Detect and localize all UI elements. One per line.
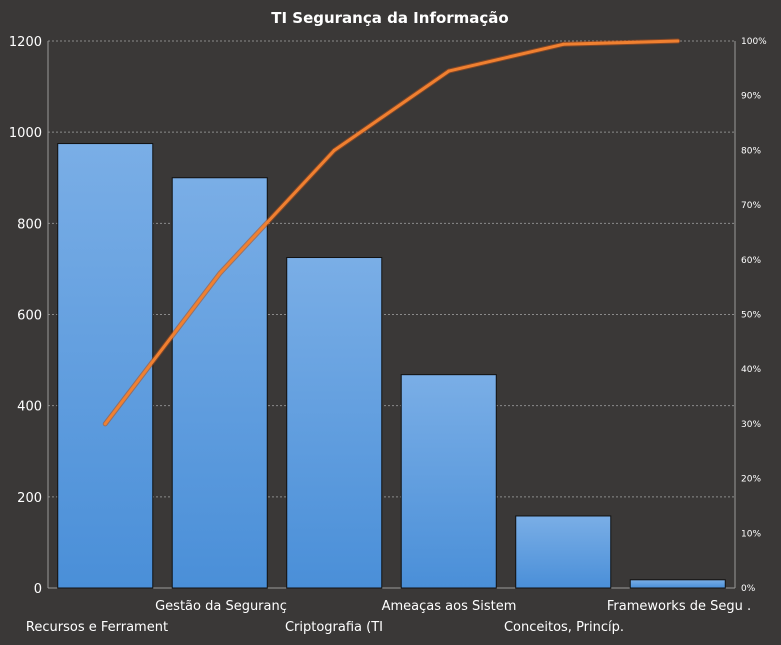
x-category-label: Conceitos, Princíp. bbox=[504, 620, 624, 635]
left-y-tick-label: 1000 bbox=[9, 126, 42, 141]
cumulative-line-series bbox=[102, 38, 681, 427]
x-category-label: Recursos e Ferrament bbox=[26, 620, 168, 635]
right-y-tick-label: 30% bbox=[741, 420, 761, 430]
left-y-tick-label: 400 bbox=[17, 400, 42, 415]
line-point bbox=[447, 69, 451, 73]
left-y-axis: 0 200 400 600 800 1000 1200 bbox=[9, 35, 42, 597]
chart-title: TI Segurança da Informação bbox=[271, 9, 509, 27]
left-y-tick-label: 600 bbox=[17, 309, 42, 324]
left-y-tick-label: 0 bbox=[34, 582, 42, 597]
bar bbox=[629, 579, 726, 589]
line-point bbox=[103, 422, 107, 426]
right-y-tick-label: 10% bbox=[741, 529, 761, 539]
line-point bbox=[332, 148, 336, 152]
x-category-label: Ameaças aos Sistem bbox=[382, 599, 517, 614]
x-category-label: Criptografia (TI bbox=[285, 620, 383, 635]
bar-series bbox=[57, 143, 726, 589]
bar bbox=[515, 515, 612, 589]
line-point bbox=[218, 271, 222, 275]
right-y-tick-label: 80% bbox=[741, 146, 761, 156]
x-category-label: Frameworks de Segu . bbox=[607, 599, 751, 614]
right-y-tick-label: 90% bbox=[741, 92, 761, 102]
bar bbox=[286, 257, 383, 589]
right-y-tick-label: 100% bbox=[741, 37, 767, 47]
right-y-tick-label: 60% bbox=[741, 256, 761, 266]
left-y-tick-label: 200 bbox=[17, 491, 42, 506]
x-axis-categories: Recursos e Ferrament Gestão da Seguranç Cr… bbox=[26, 599, 751, 635]
cumulative-line bbox=[103, 39, 680, 426]
right-y-tick-label: 0% bbox=[741, 584, 756, 594]
bar bbox=[171, 177, 268, 589]
bar bbox=[57, 143, 154, 589]
right-y-tick-label: 40% bbox=[741, 365, 761, 375]
bar bbox=[400, 374, 497, 589]
right-y-tick-label: 20% bbox=[741, 475, 761, 485]
left-y-tick-label: 800 bbox=[17, 217, 42, 232]
x-category-label: Gestão da Seguranç bbox=[155, 599, 287, 614]
line-point bbox=[561, 42, 565, 46]
left-y-tick-label: 1200 bbox=[9, 35, 42, 50]
line-point bbox=[676, 39, 680, 43]
right-y-axis: 0% 10% 20% 30% 40% 50% 60% 70% 80% 90% 100% bbox=[741, 37, 767, 594]
right-y-tick-label: 70% bbox=[741, 201, 761, 211]
right-y-tick-label: 50% bbox=[741, 311, 761, 321]
